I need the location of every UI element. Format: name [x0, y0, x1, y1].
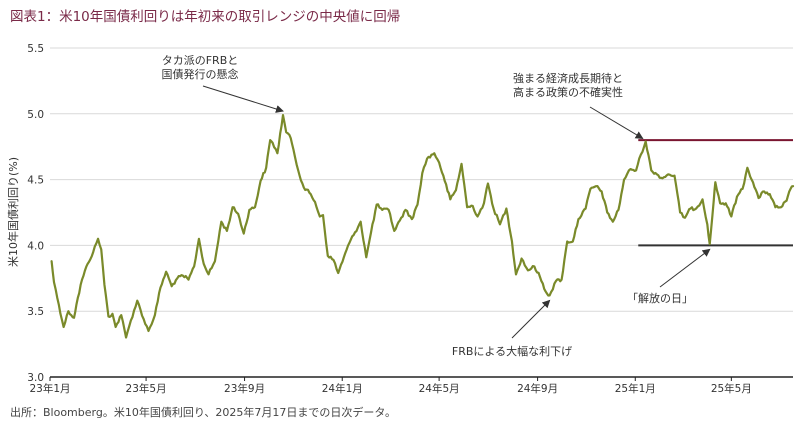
x-tick-label: 23年9月	[224, 382, 265, 395]
reference-lines	[638, 139, 793, 247]
x-tick-label: 24年5月	[419, 382, 460, 395]
yield-line	[50, 114, 795, 339]
axes: 3.0 3.5 4.0 4.5 5.0 5.5 23年1月 23年5月 23年9月 24年1月 24…	[27, 43, 793, 395]
x-tick-label: 25年1月	[615, 382, 656, 395]
chart-title: 図表1：米10年国債利回りは年初来の取引レンジの中央値に回帰	[10, 9, 401, 25]
x-tick-label: 23年5月	[126, 382, 167, 395]
y-axis-label: 米10年国債利回り(%)	[6, 157, 20, 267]
x-tick-label: 23年1月	[29, 382, 70, 395]
y-tick-label: 5.5	[27, 43, 44, 55]
y-tick-label: 4.0	[27, 240, 44, 252]
x-tick-label: 24年1月	[322, 382, 363, 395]
annotation-arrow	[202, 85, 284, 113]
annotation-text: 高まる政策の不確実性	[513, 85, 623, 99]
x-tick-label: 25年5月	[711, 382, 752, 395]
annotation-text: 強まる経済成長期待と	[513, 71, 623, 85]
annotation-arrow	[589, 106, 644, 139]
annotation-text: FRBによる大幅な利下げ	[452, 344, 572, 358]
source-note: 出所：Bloomberg。米10年国債利回り、2025年7月17日までの日次デー…	[10, 406, 397, 419]
y-tick-label: 3.5	[27, 306, 44, 318]
y-tick-label: 4.5	[27, 175, 44, 187]
x-tick-label: 24年9月	[517, 382, 558, 395]
annotation-arrow	[511, 299, 551, 339]
y-tick-label: 3.0	[27, 372, 44, 384]
annotation-text: 「解放の日」	[627, 291, 693, 305]
y-tick-label: 5.0	[27, 109, 44, 121]
annotation-arrow	[659, 248, 711, 288]
series-layer	[50, 114, 795, 339]
annotation-text: 国債発行の懸念	[162, 67, 239, 81]
annotation-text: タカ派のFRBと	[162, 54, 239, 67]
